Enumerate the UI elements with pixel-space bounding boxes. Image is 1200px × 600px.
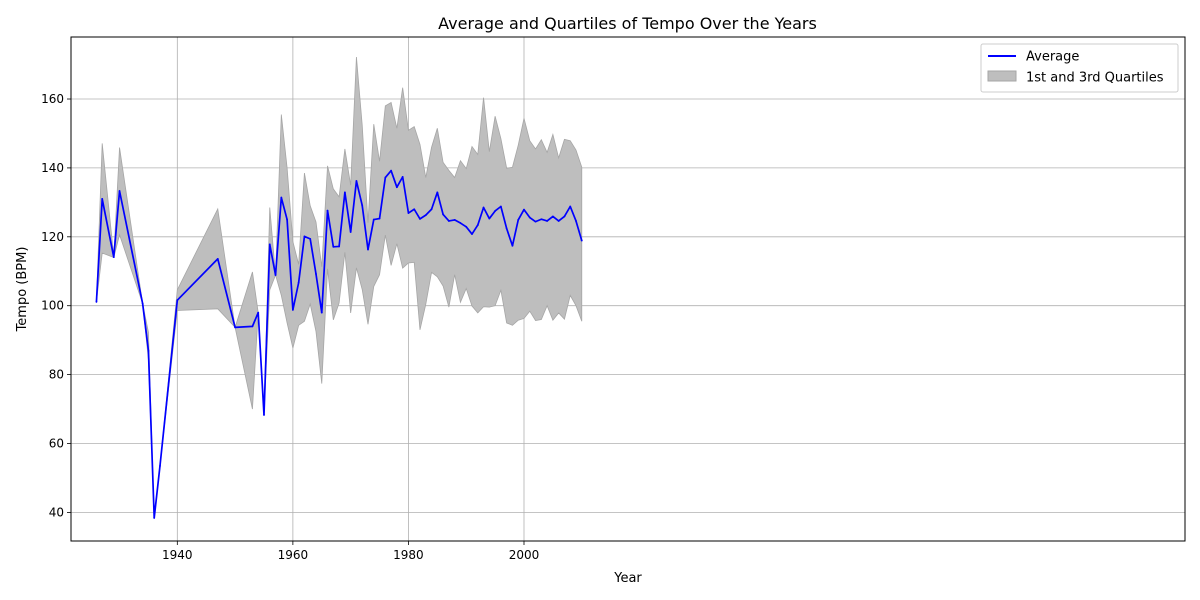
- average-point: [540, 218, 543, 221]
- average-point: [465, 225, 468, 228]
- average-point: [216, 257, 219, 260]
- average-point: [118, 190, 121, 192]
- average-point: [499, 205, 502, 208]
- average-point: [534, 220, 537, 223]
- average-point: [471, 233, 473, 235]
- average-point: [176, 299, 179, 302]
- average-point: [326, 209, 329, 212]
- average-point: [551, 215, 554, 218]
- average-point: [286, 218, 288, 221]
- average-point: [488, 217, 491, 220]
- average-point: [112, 256, 115, 259]
- plot-frame: [70, 36, 1186, 542]
- average-point: [349, 231, 352, 233]
- average-point: [338, 245, 340, 248]
- average-point: [257, 311, 260, 314]
- legend-average-label: Average: [1026, 50, 1079, 65]
- average-point: [453, 219, 456, 221]
- y-tick-label: 100: [41, 299, 64, 313]
- legend-quartile-label: 1st and 3rd Quartiles: [1026, 71, 1164, 86]
- average-point: [367, 248, 369, 251]
- average-point: [361, 204, 364, 207]
- average-point: [401, 175, 404, 178]
- average-point: [101, 198, 104, 200]
- legend-quartile-swatch: [987, 70, 1017, 82]
- average-point: [494, 210, 497, 212]
- chart-title: Average and Quartiles of Tempo Over the …: [438, 14, 817, 33]
- average-point: [303, 235, 306, 238]
- average-point: [95, 301, 98, 303]
- data-point-layer: [95, 169, 583, 519]
- average-point: [575, 220, 577, 222]
- average-point: [268, 243, 271, 246]
- y-tick-label: 120: [41, 230, 64, 244]
- y-axis-label: Tempo (BPM): [15, 247, 30, 333]
- average-point: [580, 239, 583, 242]
- average-point: [280, 196, 283, 199]
- average-point: [505, 227, 508, 230]
- average-point: [320, 311, 323, 314]
- x-tick-label: 2000: [509, 548, 540, 562]
- average-point: [563, 215, 566, 218]
- average-point: [141, 302, 144, 305]
- average-point: [263, 414, 265, 416]
- average-point: [395, 186, 398, 189]
- average-point: [447, 220, 450, 222]
- average-point: [511, 244, 514, 247]
- average-point: [476, 224, 479, 227]
- average-point: [251, 325, 254, 328]
- average-point: [419, 217, 421, 220]
- x-tick-label: 1980: [393, 548, 424, 562]
- average-point: [390, 169, 392, 172]
- x-tick-label: 1960: [278, 548, 309, 562]
- average-point: [297, 281, 300, 284]
- average-point: [332, 245, 335, 248]
- average-point: [147, 349, 150, 352]
- y-tick-label: 160: [41, 92, 64, 106]
- legend: Average 1st and 3rd Quartiles: [980, 43, 1179, 93]
- x-axis-label: Year: [613, 571, 642, 586]
- average-point: [355, 180, 358, 182]
- y-tick-label: 40: [49, 505, 64, 519]
- average-point: [546, 220, 549, 222]
- x-tick-label: 1940: [162, 548, 193, 562]
- average-point: [309, 237, 312, 240]
- y-tick-label: 140: [41, 161, 64, 175]
- average-point: [153, 517, 156, 519]
- average-point: [517, 219, 520, 221]
- average-point: [343, 191, 346, 194]
- average-point: [424, 214, 427, 217]
- average-point: [459, 222, 462, 224]
- quartile-band: [96, 56, 583, 518]
- legend-box: [980, 43, 1179, 93]
- average-point: [436, 191, 439, 194]
- average-point: [569, 205, 572, 208]
- grid-lines: [71, 37, 1185, 541]
- average-point: [528, 216, 531, 219]
- y-tick-label: 60: [49, 437, 64, 451]
- average-point: [159, 465, 161, 467]
- average-point: [442, 213, 444, 216]
- average-point: [430, 208, 433, 211]
- average-point: [413, 208, 416, 211]
- average-point: [372, 218, 375, 221]
- average-point: [384, 176, 387, 179]
- x-axis-ticks: 1940 1960 1980 2000: [162, 541, 539, 562]
- average-point: [482, 206, 485, 209]
- average-point: [407, 212, 410, 214]
- average-point: [274, 274, 277, 276]
- average-point: [315, 273, 317, 275]
- y-tick-label: 80: [49, 368, 64, 382]
- y-axis-ticks: 40 60 80 100 120 140 160: [41, 92, 71, 519]
- average-point: [291, 308, 294, 311]
- quartile-band-layer: [96, 56, 583, 518]
- average-point: [378, 217, 381, 220]
- average-point: [234, 326, 237, 329]
- average-point: [523, 208, 525, 211]
- average-point: [557, 220, 560, 222]
